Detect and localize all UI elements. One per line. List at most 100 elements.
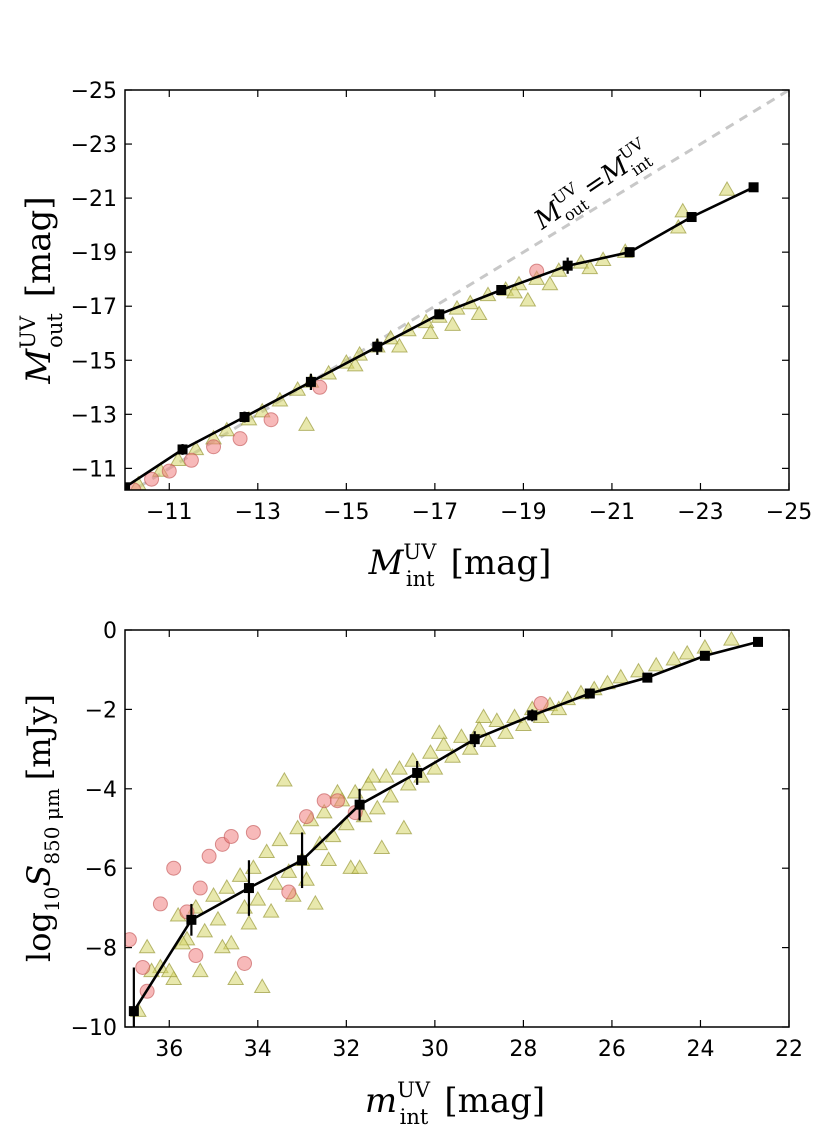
top-median-point bbox=[177, 444, 188, 455]
bottom-median-point bbox=[753, 636, 764, 647]
top-x-label-sub: int bbox=[406, 567, 435, 591]
bottom-x-tick-label: 34 bbox=[244, 1037, 272, 1062]
bottom-x-tick-label: 26 bbox=[598, 1037, 626, 1062]
bottom-x-tick-label: 36 bbox=[155, 1037, 183, 1062]
top-circle-point bbox=[232, 431, 248, 447]
top-y-tick-label: −21 bbox=[71, 187, 117, 212]
bottom-triangle-point bbox=[262, 902, 280, 918]
bottom-triangle-point bbox=[213, 938, 231, 954]
bottom-triangle-point bbox=[647, 656, 665, 672]
top-panel: −11 −13 −15 −17 −19 −21 −23 −25 −11 −13 −15 −17 −19 −… bbox=[16, 79, 812, 591]
bottom-circle-point bbox=[188, 948, 204, 964]
bottom-triangle-point bbox=[240, 914, 258, 930]
bottom-median-point bbox=[584, 688, 595, 699]
bottom-circle-point bbox=[237, 955, 253, 971]
bottom-triangle-point bbox=[337, 815, 355, 831]
bottom-circle-point bbox=[152, 896, 168, 912]
top-triangle-point bbox=[346, 356, 364, 372]
bottom-triangle-point bbox=[306, 894, 324, 910]
bottom-median-point bbox=[186, 914, 197, 925]
bottom-triangle-point bbox=[218, 879, 236, 894]
top-triangle-point bbox=[541, 275, 559, 291]
bottom-triangle-point bbox=[289, 819, 307, 835]
bottom-x-tick-label: 28 bbox=[509, 1037, 537, 1062]
bottom-triangle-point bbox=[488, 712, 506, 728]
top-one-to-one-line bbox=[130, 90, 789, 490]
bottom-circle-point bbox=[281, 884, 297, 900]
top-median-point bbox=[125, 482, 130, 490]
bottom-x-label-unit: [mag] bbox=[444, 1081, 545, 1121]
top-y-tick-label: −11 bbox=[71, 457, 117, 482]
bottom-plot-frame bbox=[124, 629, 790, 1028]
bottom-triangle-point bbox=[665, 650, 683, 666]
bottom-triangle-point bbox=[351, 859, 369, 874]
bottom-median-point bbox=[128, 1006, 139, 1017]
top-y-label-symbol: M bbox=[19, 348, 59, 385]
bottom-y-axis-label: log10S850 μm [mJy] bbox=[20, 694, 64, 962]
bottom-triangle-point bbox=[160, 962, 178, 978]
bottom-x-label-symbol: m bbox=[365, 1081, 397, 1121]
bottom-median-point bbox=[243, 883, 254, 894]
top-x-label-sup: UV bbox=[403, 540, 437, 564]
top-plot-area bbox=[125, 90, 789, 490]
bottom-circle-point bbox=[201, 848, 217, 864]
bottom-median-point bbox=[412, 767, 423, 778]
bottom-y-tick-label: −4 bbox=[85, 778, 117, 803]
bottom-circle-point bbox=[192, 880, 208, 896]
bottom-triangle-point bbox=[275, 771, 293, 787]
top-median-point bbox=[434, 309, 445, 320]
top-plot-frame bbox=[124, 89, 790, 491]
top-triangle-point bbox=[519, 291, 537, 307]
bottom-triangle-point bbox=[227, 970, 245, 986]
top-median-point bbox=[496, 285, 507, 295]
bottom-triangle-point bbox=[390, 759, 408, 775]
top-x-tick-label: −25 bbox=[766, 500, 812, 525]
bottom-triangle-point bbox=[479, 732, 497, 747]
bottom-y-tick-label: −8 bbox=[85, 937, 117, 962]
top-x-tick-label: −11 bbox=[146, 500, 192, 525]
bottom-triangle-point bbox=[399, 775, 417, 791]
bottom-triangle-point bbox=[360, 775, 377, 791]
bottom-y-label-prefix: log bbox=[20, 912, 58, 962]
top-y-tick-label: −17 bbox=[71, 295, 117, 320]
bottom-median-point bbox=[527, 710, 538, 721]
bottom-x-axis-label: mUV int [mag] bbox=[365, 1078, 545, 1129]
top-median-point bbox=[562, 260, 573, 271]
top-y-tick-label: −23 bbox=[71, 133, 117, 158]
bottom-median-line bbox=[132, 640, 759, 1012]
bottom-triangle-point bbox=[426, 759, 444, 775]
bottom-x-label-sup: UV bbox=[397, 1078, 431, 1102]
bottom-x-tick-label: 22 bbox=[775, 1037, 803, 1062]
top-tick-group: −11 −13 −15 −17 −19 −21 −23 −25 −11 −13 −15 −17 −19 −… bbox=[71, 79, 813, 525]
top-x-tick-label: −13 bbox=[235, 500, 281, 525]
top-y-tick-label: −19 bbox=[71, 241, 117, 266]
top-median-point bbox=[372, 341, 383, 352]
bottom-circle-point bbox=[135, 959, 151, 975]
top-triangle-point bbox=[470, 305, 488, 321]
top-y-tick-label: −25 bbox=[71, 79, 117, 104]
top-circle-point bbox=[312, 379, 328, 395]
top-x-axis-label: MUV int [mag] bbox=[368, 540, 552, 591]
bottom-y-label-sub: 850 μm bbox=[40, 788, 64, 865]
bottom-triangle-point bbox=[630, 662, 647, 678]
bottom-x-tick-label: 30 bbox=[421, 1037, 449, 1062]
top-y-label-unit: [mag] bbox=[19, 196, 59, 297]
bottom-circle-point bbox=[316, 793, 332, 809]
bottom-median-point bbox=[297, 855, 308, 866]
top-median-point bbox=[748, 182, 759, 193]
top-y-tick-label: −15 bbox=[71, 349, 117, 374]
top-median-point bbox=[239, 412, 250, 423]
bottom-triangle-point bbox=[271, 831, 289, 847]
bottom-median-point bbox=[469, 734, 480, 745]
bottom-triangle-point bbox=[138, 938, 156, 954]
bottom-triangle-point bbox=[722, 630, 740, 646]
bottom-triangle-point bbox=[364, 767, 382, 783]
bottom-triangle-point bbox=[249, 890, 267, 906]
bottom-x-label-sub: int bbox=[400, 1105, 429, 1129]
bottom-tick-group: 36 34 32 30 28 26 24 22 0 −2 −4 −6 −8 −10 bbox=[71, 619, 803, 1062]
top-y-tick-label: −13 bbox=[71, 403, 117, 428]
bottom-triangle-point bbox=[377, 767, 395, 783]
bottom-triangle-point bbox=[461, 740, 479, 755]
top-circle-point bbox=[183, 452, 199, 468]
